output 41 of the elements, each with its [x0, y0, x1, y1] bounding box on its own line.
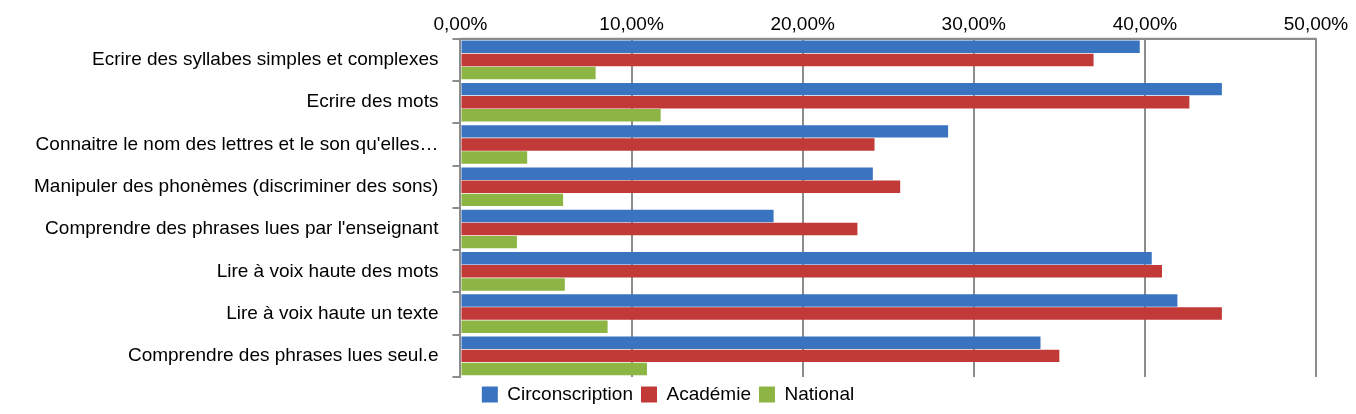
bar: [461, 349, 1060, 363]
bar: [461, 138, 875, 151]
bar: [461, 222, 858, 236]
bar: [461, 167, 873, 180]
bar: [461, 53, 1094, 67]
bar: [461, 362, 647, 376]
x-tick-label: 50,00%: [1283, 12, 1349, 34]
x-tick-label: 30,00%: [941, 12, 1007, 34]
bar: [461, 278, 565, 291]
y-tick-label: Ecrire des syllabes simples et complexes: [92, 48, 439, 70]
bar: [461, 320, 608, 333]
bar: [461, 125, 949, 138]
bar: [461, 40, 1140, 54]
legend-label: Académie: [666, 382, 751, 404]
bar: [461, 180, 901, 193]
y-tick-label: Lire à voix haute des mots: [216, 259, 439, 281]
y-tick-label: Comprendre des phrases lues seul.e: [127, 344, 439, 366]
bar: [461, 209, 774, 223]
bar: [461, 336, 1041, 349]
y-tick-label: Connaitre le nom des lettres et le son qu'elles…: [35, 132, 439, 154]
y-tick-label: Ecrire des mots: [306, 90, 439, 112]
legend-label: National: [784, 382, 855, 404]
bar: [461, 235, 517, 249]
bar: [461, 294, 1178, 307]
y-tick-label: Manipuler des phonèmes (discriminer des sons): [33, 175, 439, 196]
legend-label: Circonscription: [507, 382, 633, 404]
x-tick-label: 0,00%: [433, 12, 488, 34]
bar: [461, 151, 528, 164]
x-tick-label: 10,00%: [599, 12, 664, 34]
bar: [461, 66, 596, 80]
bar: [461, 251, 1152, 265]
bar: [461, 307, 1222, 320]
y-tick-label: Comprendre des phrases lues par l'enseignant: [45, 217, 440, 239]
x-tick-label: 20,00%: [770, 12, 835, 34]
bar: [461, 265, 1162, 278]
bar: [461, 193, 564, 207]
x-tick-label: 40,00%: [1112, 12, 1178, 34]
bar: [461, 95, 1190, 109]
bar: [461, 82, 1222, 96]
bar: [461, 109, 661, 122]
y-tick-label: Lire à voix haute un texte: [226, 301, 439, 323]
